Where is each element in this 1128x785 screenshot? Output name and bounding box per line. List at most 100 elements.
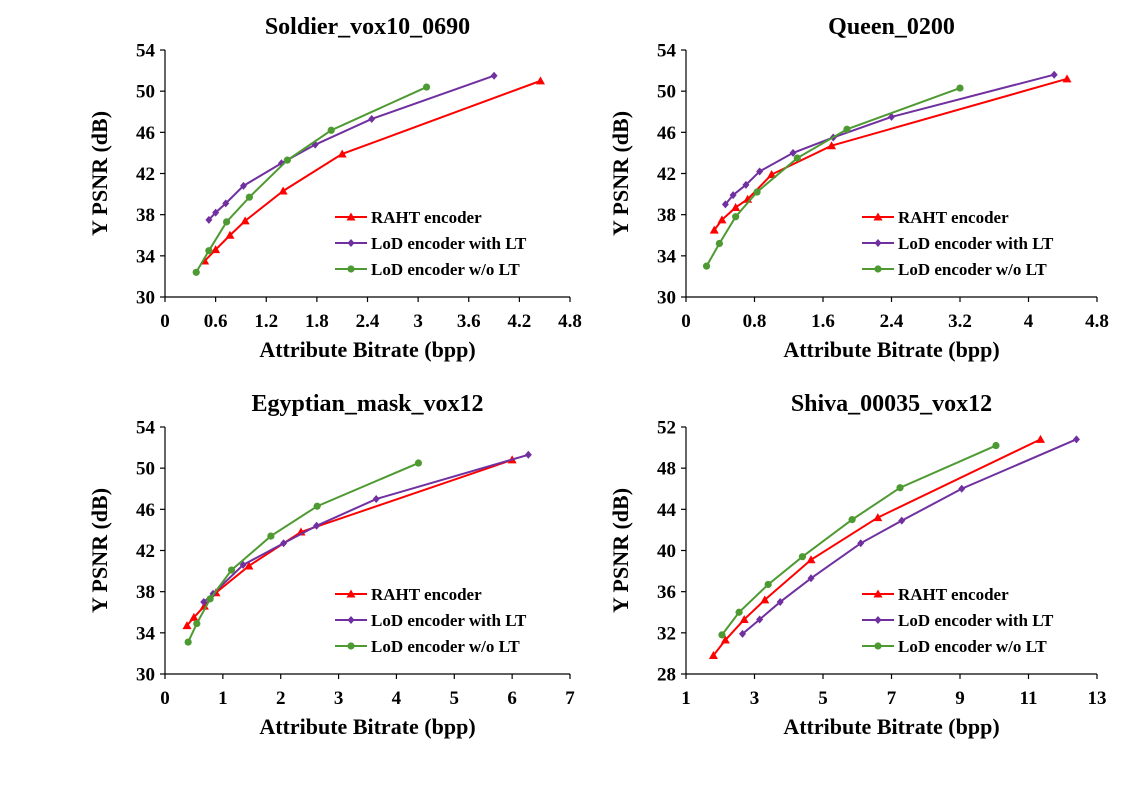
data-point [702, 262, 711, 270]
legend-label: LoD encoder w/o LT [898, 637, 1047, 656]
y-tick-label: 34 [136, 246, 156, 267]
data-point [807, 574, 815, 583]
x-axis-label: Attribute Bitrate (bpp) [783, 714, 999, 739]
data-point [244, 561, 254, 570]
data-point [524, 450, 532, 459]
y-tick-label: 54 [136, 418, 156, 439]
x-tick-label: 6 [507, 688, 517, 709]
series-line [203, 453, 529, 603]
data-point [372, 495, 380, 504]
data-point [1062, 74, 1072, 83]
data-point [313, 521, 321, 530]
y-tick-label: 36 [657, 582, 676, 603]
data-point [278, 186, 288, 195]
y-tick-label: 38 [136, 582, 155, 603]
data-point [708, 650, 718, 659]
y-tick-label: 46 [136, 123, 155, 144]
y-tick-label: 52 [657, 418, 676, 439]
y-tick-label: 54 [136, 41, 156, 62]
data-point [776, 597, 784, 606]
data-point [184, 638, 192, 646]
x-tick-label: 2.4 [880, 311, 904, 332]
data-point [789, 148, 797, 157]
legend-label: RAHT encoder [371, 585, 482, 604]
x-tick-label: 0.8 [743, 311, 767, 332]
series-3 [718, 441, 1000, 639]
legend-marker [347, 265, 355, 273]
data-point [888, 112, 895, 121]
data-point [898, 516, 906, 525]
x-tick-label: 4.2 [508, 311, 532, 332]
legend-marker [347, 616, 355, 624]
data-point [222, 218, 231, 226]
y-tick-label: 46 [136, 500, 155, 521]
legend-label: RAHT encoder [898, 208, 1009, 227]
data-point [212, 208, 220, 217]
data-point [873, 513, 883, 522]
series-line [741, 438, 1077, 635]
data-point [857, 539, 865, 548]
chart-title: Shiva_00035_vox12 [791, 391, 992, 417]
data-point [732, 213, 740, 221]
series-2 [205, 71, 498, 224]
x-tick-label: 4.8 [1085, 311, 1109, 332]
y-tick-label: 42 [657, 164, 676, 185]
legend-marker [347, 239, 355, 247]
data-point [368, 114, 376, 123]
data-point [735, 608, 743, 616]
legend: RAHT encoder LoD encoder with LT LoD encod… [862, 585, 1054, 656]
data-point [490, 71, 498, 80]
y-tick-label: 44 [657, 500, 677, 521]
x-tick-label: 1 [218, 688, 228, 709]
y-tick-label: 38 [657, 205, 676, 226]
data-point [793, 154, 801, 162]
x-tick-label: 0 [160, 688, 170, 709]
data-point [267, 532, 275, 540]
data-point [715, 239, 723, 248]
legend-label: RAHT encoder [898, 585, 1009, 604]
data-point [718, 631, 726, 639]
data-point [227, 566, 236, 574]
y-axis-label: Y PSNR (dB) [608, 488, 633, 613]
series-1 [708, 434, 1045, 659]
x-tick-label: 3 [750, 688, 760, 709]
y-tick-label: 50 [136, 459, 155, 480]
y-tick-label: 28 [657, 665, 676, 686]
data-point [280, 539, 288, 548]
y-axis-label: Y PSNR (dB) [608, 111, 633, 236]
x-tick-label: 1.8 [305, 311, 329, 332]
data-point [717, 215, 727, 224]
data-point [222, 199, 230, 208]
data-point [760, 595, 770, 604]
data-point [239, 560, 247, 569]
legend-label: LoD encoder with LT [371, 611, 527, 630]
series-2 [721, 70, 1058, 209]
data-point [239, 181, 247, 190]
data-point [806, 555, 816, 564]
x-tick-label: 3 [334, 688, 344, 709]
data-point [739, 629, 747, 638]
data-point [729, 191, 737, 200]
series-2 [200, 450, 532, 606]
x-tick-label: 9 [955, 688, 965, 709]
y-tick-label: 54 [657, 41, 677, 62]
data-point [848, 516, 856, 524]
data-point [206, 595, 214, 603]
y-tick-label: 30 [136, 288, 155, 309]
x-tick-label: 4 [1024, 311, 1034, 332]
data-point [764, 580, 772, 589]
data-point [1072, 435, 1080, 444]
data-point [283, 156, 291, 164]
series-3 [192, 83, 431, 276]
x-tick-label: 1 [681, 688, 691, 709]
legend-marker [346, 589, 356, 598]
x-tick-label: 1.2 [254, 311, 278, 332]
legend-label: LoD encoder w/o LT [371, 260, 520, 279]
data-point [843, 125, 851, 133]
legend-marker [874, 239, 882, 247]
y-tick-label: 30 [657, 288, 676, 309]
x-tick-label: 3.2 [948, 311, 972, 332]
legend-label: LoD encoder with LT [371, 234, 527, 253]
data-point [240, 216, 250, 225]
